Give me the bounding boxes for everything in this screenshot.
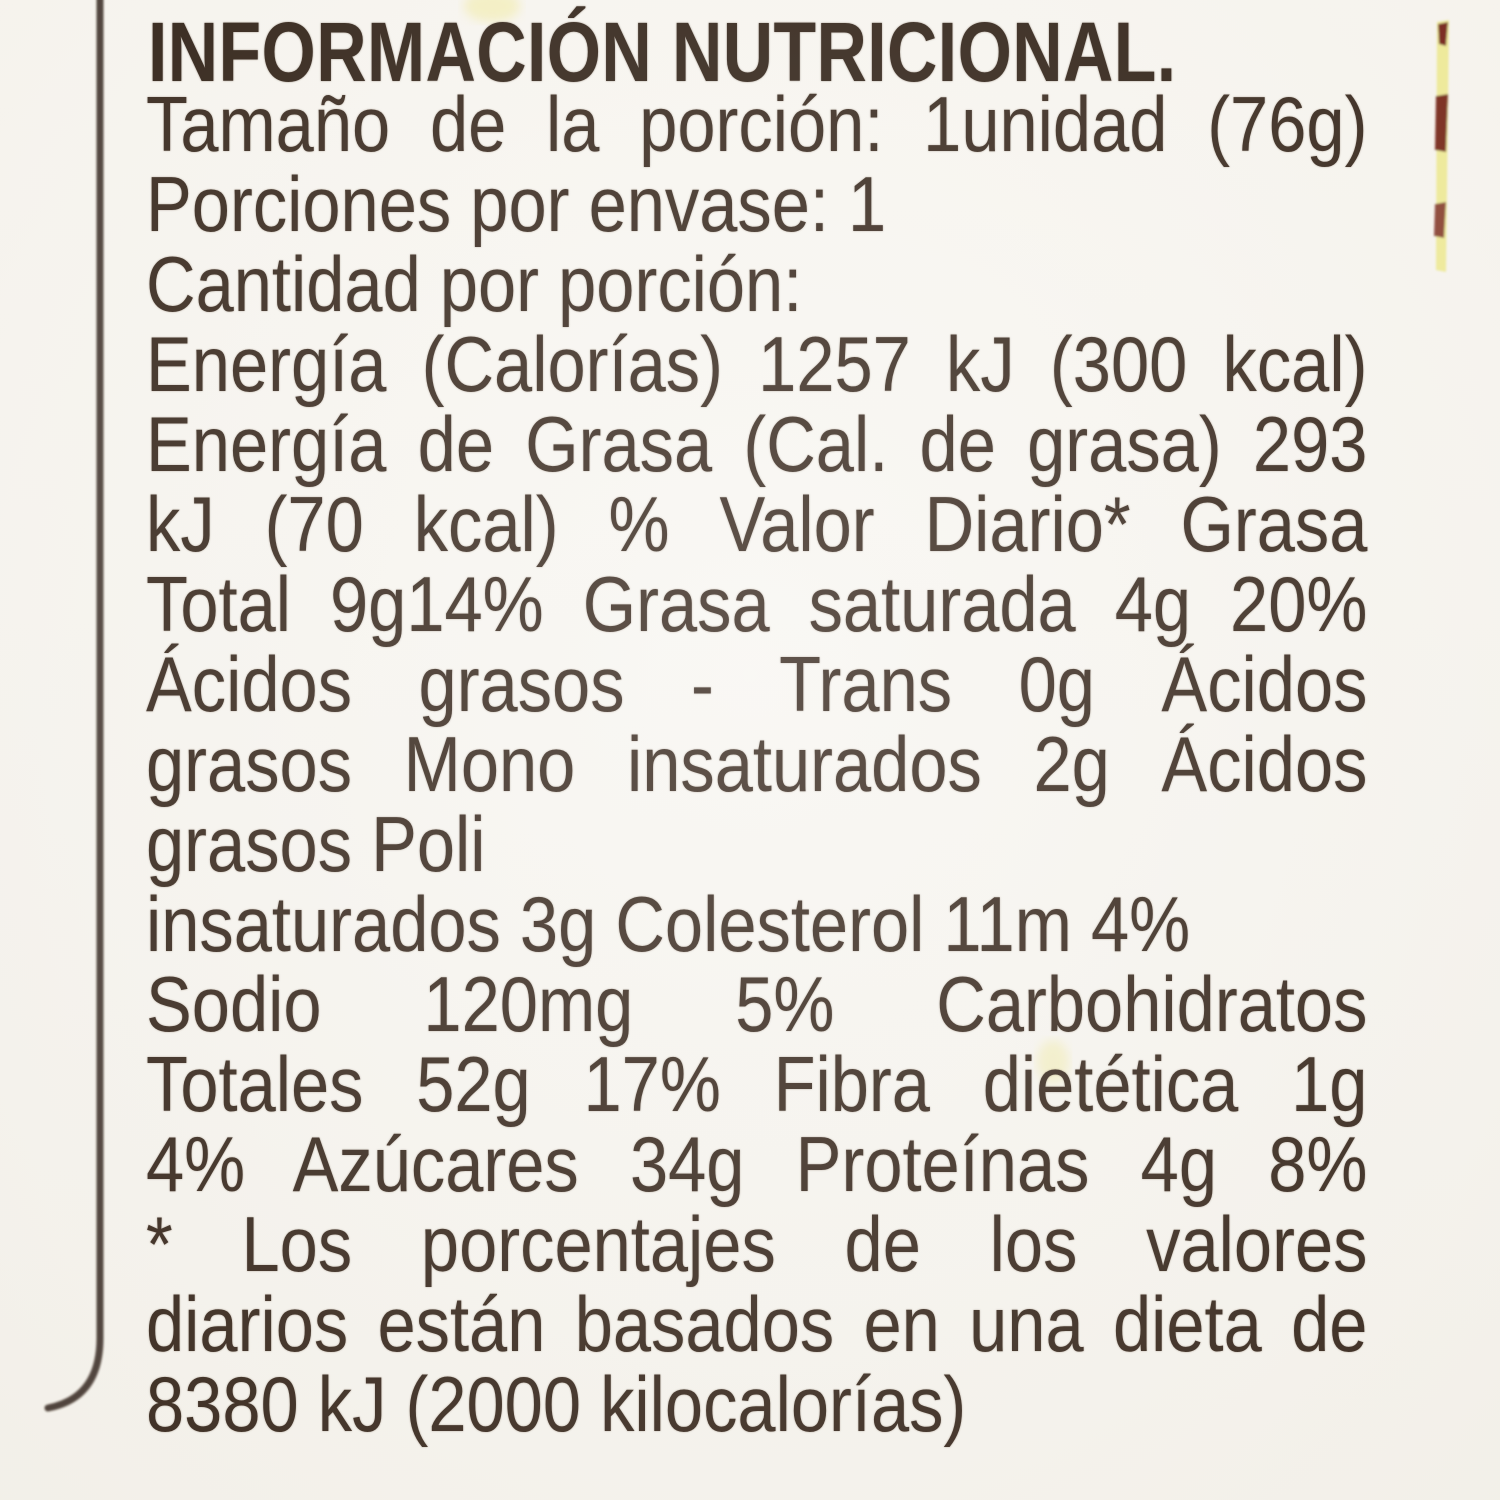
label-line-energy-from-fat: Energía de Grasa (Cal. de grasa) 293	[146, 400, 1368, 488]
label-line-footnote-2: diarios están basados en una dieta de	[146, 1280, 1368, 1368]
label-line-sugars-protein: 4% Azúcares 34g Proteínas 4g 8%	[146, 1120, 1368, 1208]
label-line-daily-value: kJ (70 kcal) % Valor Diario* Grasa	[146, 480, 1368, 568]
label-line-poly-fat: grasos Poli	[146, 800, 486, 888]
label-line-total-fat: Total 9g14% Grasa saturada 4g 20%	[146, 560, 1368, 648]
label-border-line	[44, 0, 104, 1412]
package-edge-strip	[1434, 20, 1449, 272]
label-line-footnote-3: 8380 kJ (2000 kilocalorías)	[146, 1360, 967, 1448]
label-line-serving-size: Tamaño de la porción: 1unidad (76g)	[146, 80, 1368, 168]
label-line-sodium: Sodio 120mg 5% Carbohidratos	[146, 960, 1368, 1048]
label-line-servings-per-pack: Porciones por envase: 1	[146, 160, 887, 248]
label-body: Tamaño de la porción: 1unidad (76g) Porc…	[146, 84, 1367, 1444]
label-line-carbs-fiber: Totales 52g 17% Fibra dietética 1g	[146, 1040, 1368, 1128]
label-line-energy: Energía (Calorías) 1257 kJ (300 kcal)	[146, 320, 1368, 408]
label-line-mono-fat: grasos Mono insaturados 2g Ácidos	[146, 720, 1368, 808]
label-line-cholesterol: insaturados 3g Colesterol 11m 4%	[146, 880, 1191, 968]
label-line-trans-fat: Ácidos grasos - Trans 0g Ácidos	[146, 640, 1368, 728]
label-title: INFORMACIÓN NUTRICIONAL.	[148, 5, 1177, 99]
label-line-amount-per-serving: Cantidad por porción:	[146, 240, 803, 328]
label-line-footnote-1: * Los porcentajes de los valores	[146, 1200, 1368, 1288]
